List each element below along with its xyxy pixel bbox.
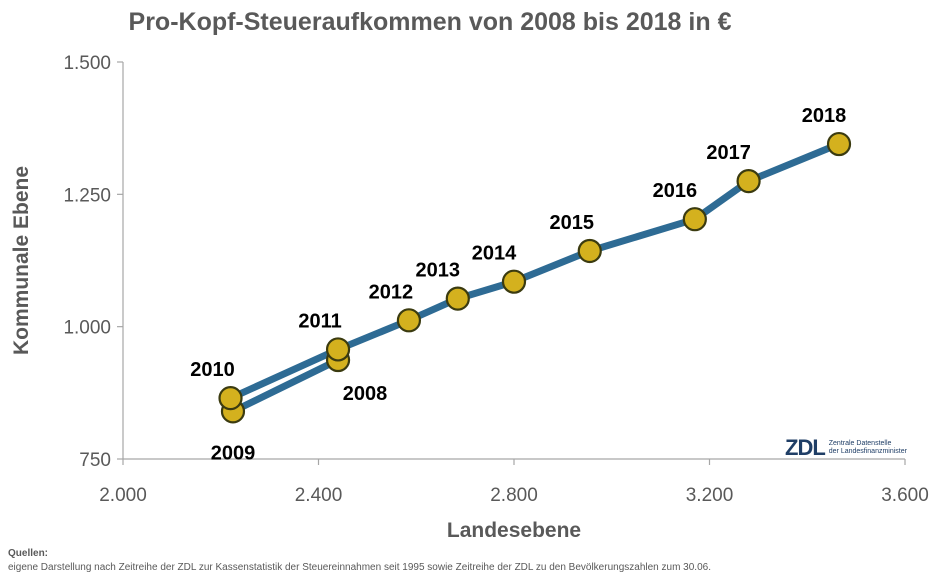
point-label-2012: 2012 (369, 281, 414, 303)
logo-line1: Zentrale Datenstelle (828, 440, 892, 447)
point-label-2011: 2011 (298, 310, 341, 332)
x-tick-label: 3.600 (881, 485, 929, 506)
x-axis-title: Landesebene (447, 519, 581, 542)
data-point-2016 (682, 207, 707, 232)
axes: 750 1.000 1.250 1.500 2.000 2.400 2.800 3.200 3.… (10, 53, 929, 542)
y-tick-label: 1.250 (63, 185, 111, 206)
y-tick-label: 1.000 (63, 318, 111, 339)
data-point-2017 (736, 169, 761, 194)
y-axis-title: Kommunale Ebene (10, 166, 33, 355)
point-label-2013: 2013 (416, 260, 461, 282)
y-tick-label: 1.500 (63, 53, 111, 74)
data-point-2018 (826, 131, 852, 157)
chart-title: Pro-Kopf-Steueraufkommen von 2008 bis 20… (128, 8, 732, 36)
x-tick-label: 2.000 (99, 485, 147, 506)
logo-mark: ZDL (785, 435, 826, 460)
sources-text: eigene Darstellung nach Zeitreihe der ZD… (8, 562, 711, 573)
data-point-2010 (218, 386, 243, 411)
y-tick-label: 750 (79, 450, 111, 471)
point-label-2009: 2009 (211, 442, 256, 464)
logo-line2: der Landesfinanzminister (828, 448, 907, 455)
logo-text: Zentrale Datenstelle der Landesfinanzmin… (829, 440, 907, 456)
data-point-2014 (501, 269, 527, 294)
x-tick-label: 3.200 (686, 485, 734, 506)
zdl-logo: ZDL Zentrale Datenstelle der Landesfinan… (785, 435, 907, 461)
x-tick-label: 2.800 (490, 485, 538, 506)
point-label-2010: 2010 (190, 359, 235, 381)
point-label-2008: 2008 (343, 383, 388, 405)
point-label-2017: 2017 (706, 142, 751, 164)
point-label-2015: 2015 (550, 212, 595, 234)
point-label-2016: 2016 (653, 180, 698, 202)
x-tick-label: 2.400 (295, 485, 343, 506)
data-point-2011 (325, 337, 351, 362)
sources-heading: Quellen: (8, 548, 49, 559)
sources: Quellen: eigene Darstellung nach Zeitrei… (8, 547, 711, 575)
point-label-2014: 2014 (472, 243, 517, 265)
data-point-2015 (577, 238, 602, 264)
data-point-2013 (445, 286, 470, 311)
point-label-2018: 2018 (802, 105, 847, 127)
data-point-2012 (396, 308, 422, 333)
series-line-group (218, 131, 852, 424)
